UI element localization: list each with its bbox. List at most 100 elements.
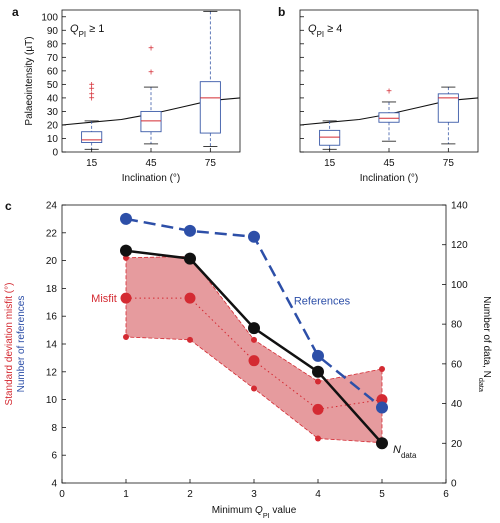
panel-c: c0 1 2 3 4 5 646810121416182022240204060801001… [4,199,492,520]
box-iqr [81,131,103,143]
y-right-tick-label: 100 [451,280,468,291]
x-tick-label: 15 [324,158,336,169]
series-misfit-point [248,355,260,367]
y-left-tick-label: 6 [51,451,57,462]
y-tick-label: 100 [41,12,58,23]
x-tick-label: 1 [123,489,129,500]
x-tick-label: 45 [145,158,157,169]
panel-label-b: b [278,5,285,19]
y-tick-label: 80 [47,39,59,50]
y-left-axis-label-misfit: Standard deviation misfit (°) [4,283,15,406]
outlier-marker: + [89,84,95,95]
outlier-marker: + [386,87,392,98]
y-left-tick-label: 8 [51,423,57,434]
box-iqr [199,81,221,134]
y-left-tick-label: 10 [46,395,58,406]
y-right-axis-label: Number of data, Ndata [478,296,493,392]
x-axis-label: Inclination (°) [360,173,418,184]
y-tick-label: 30 [47,107,59,118]
x-tick-label: 4 [315,489,321,500]
y-left-tick-label: 4 [51,479,57,490]
y-right-tick-label: 80 [451,320,463,331]
x-tick-label: 15 [86,158,98,169]
y-left-tick-label: 20 [46,256,58,267]
y-tick-label: 40 [47,93,59,104]
y-left-tick-label: 24 [46,201,58,212]
box-15 [81,120,103,150]
misfit-band-lower-point [251,385,257,392]
y-tick-label: 10 [47,134,59,145]
y-tick-label: 0 [52,148,58,159]
panel-label-c: c [5,199,12,213]
y-right-tick-label: 60 [451,359,463,370]
series-n-point [184,252,196,265]
misfit-band-upper-point [379,366,385,373]
x-tick-label: 2 [187,489,193,500]
x-tick-label: 5 [379,489,385,500]
series-references-point [184,224,196,237]
x-axis-label: Inclination (°) [122,173,180,184]
y-tick-label: 90 [47,26,59,37]
outlier-marker: + [89,93,95,104]
y-left-axis-label-references: Number of references [16,296,27,393]
x-axis-label: Minimum QPI value [212,505,297,520]
series-misfit-point [120,292,132,304]
y-tick-label: 20 [47,120,59,131]
y-right-tick-label: 120 [451,240,468,251]
x-tick-label: 45 [383,158,395,169]
x-tick-label: 75 [443,158,455,169]
y-right-tick-label: 140 [451,201,468,212]
series-references-point [312,349,324,362]
series-references-point [376,401,388,414]
series-n-point [376,437,388,450]
y-right-tick-label: 0 [451,479,457,490]
series-misfit-point [184,292,196,304]
misfit-band-lower-point [315,435,321,442]
series-n-point [248,322,260,335]
series-n-point [120,244,132,257]
y-left-tick-label: 12 [46,367,58,378]
series-misfit-point [312,403,324,415]
x-tick-label: 3 [251,489,257,500]
y-right-tick-label: 20 [451,439,463,450]
y-tick-label: 70 [47,53,59,64]
y-tick-label: 60 [47,66,59,77]
box-45 [140,86,162,145]
label-misfit: Misfit [91,293,117,305]
panel-a: a 0 10 20 30 40 50 60 70 80 90 100 Palaeointensity (… [12,5,241,184]
box-75 [199,10,221,147]
y-left-tick-label: 14 [46,340,58,351]
misfit-band-upper-point [315,378,321,385]
outlier-marker: + [89,89,95,100]
threshold-annotation: QPI ≥ 4 [308,23,342,39]
series-references-point [120,212,132,225]
misfit-band-lower-point [123,334,129,341]
threshold-annotation: QPI ≥ 1 [70,23,104,39]
label-ndata: Ndata [393,444,417,460]
x-tick-label: 6 [443,489,449,500]
y-right-tick-label: 40 [451,399,463,410]
panel-label-a: a [12,5,19,19]
box-iqr [319,129,341,146]
y-left-tick-label: 22 [46,228,58,239]
misfit-band-lower-point [187,336,193,343]
x-tick-label: 75 [205,158,217,169]
series-n-point [312,365,324,378]
misfit-band-upper-point [251,336,257,343]
y-tick-label: 50 [47,80,59,91]
outlier-marker: + [148,43,154,54]
outlier-marker: + [89,80,95,91]
box-15 [319,120,341,150]
x-tick-label: 0 [59,489,65,500]
label-references: References [294,295,351,307]
misfit-band [125,255,383,444]
box-iqr [437,93,459,123]
series-references-point [248,230,260,243]
panel-b: b 15 45 75 Inclination (°) QPI ≥ 4 + [278,5,479,184]
y-left-tick-label: 18 [46,284,58,295]
box-iqr [378,112,400,123]
box-iqr [140,110,162,133]
y-axis-label: Palaeointensity (µT) [24,36,35,125]
outlier-marker: + [148,68,154,79]
